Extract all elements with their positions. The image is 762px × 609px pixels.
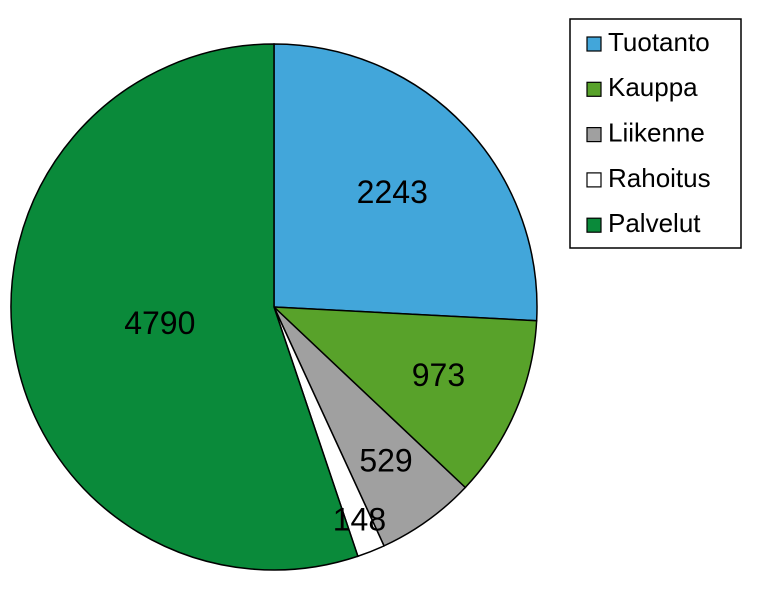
data-label: 4790	[124, 305, 195, 341]
data-label: 2243	[357, 174, 428, 210]
legend-swatch	[586, 217, 602, 233]
data-label: 529	[359, 442, 412, 478]
legend-label: Tuotanto	[608, 27, 710, 57]
pie-slice	[272, 306, 538, 489]
legend-swatch	[586, 36, 602, 52]
pie-slice	[10, 43, 359, 571]
legend-label: Palvelut	[608, 208, 701, 238]
data-label: 973	[412, 357, 465, 393]
legend-label: Rahoitus	[608, 163, 711, 193]
legend-swatch	[586, 81, 602, 97]
legend-label: Liikenne	[608, 117, 705, 147]
legend-label: Kauppa	[608, 72, 698, 102]
legend-swatch	[586, 126, 602, 143]
data-label: 148	[333, 502, 386, 538]
pie-slice	[273, 43, 538, 322]
legend-swatch	[586, 172, 602, 188]
